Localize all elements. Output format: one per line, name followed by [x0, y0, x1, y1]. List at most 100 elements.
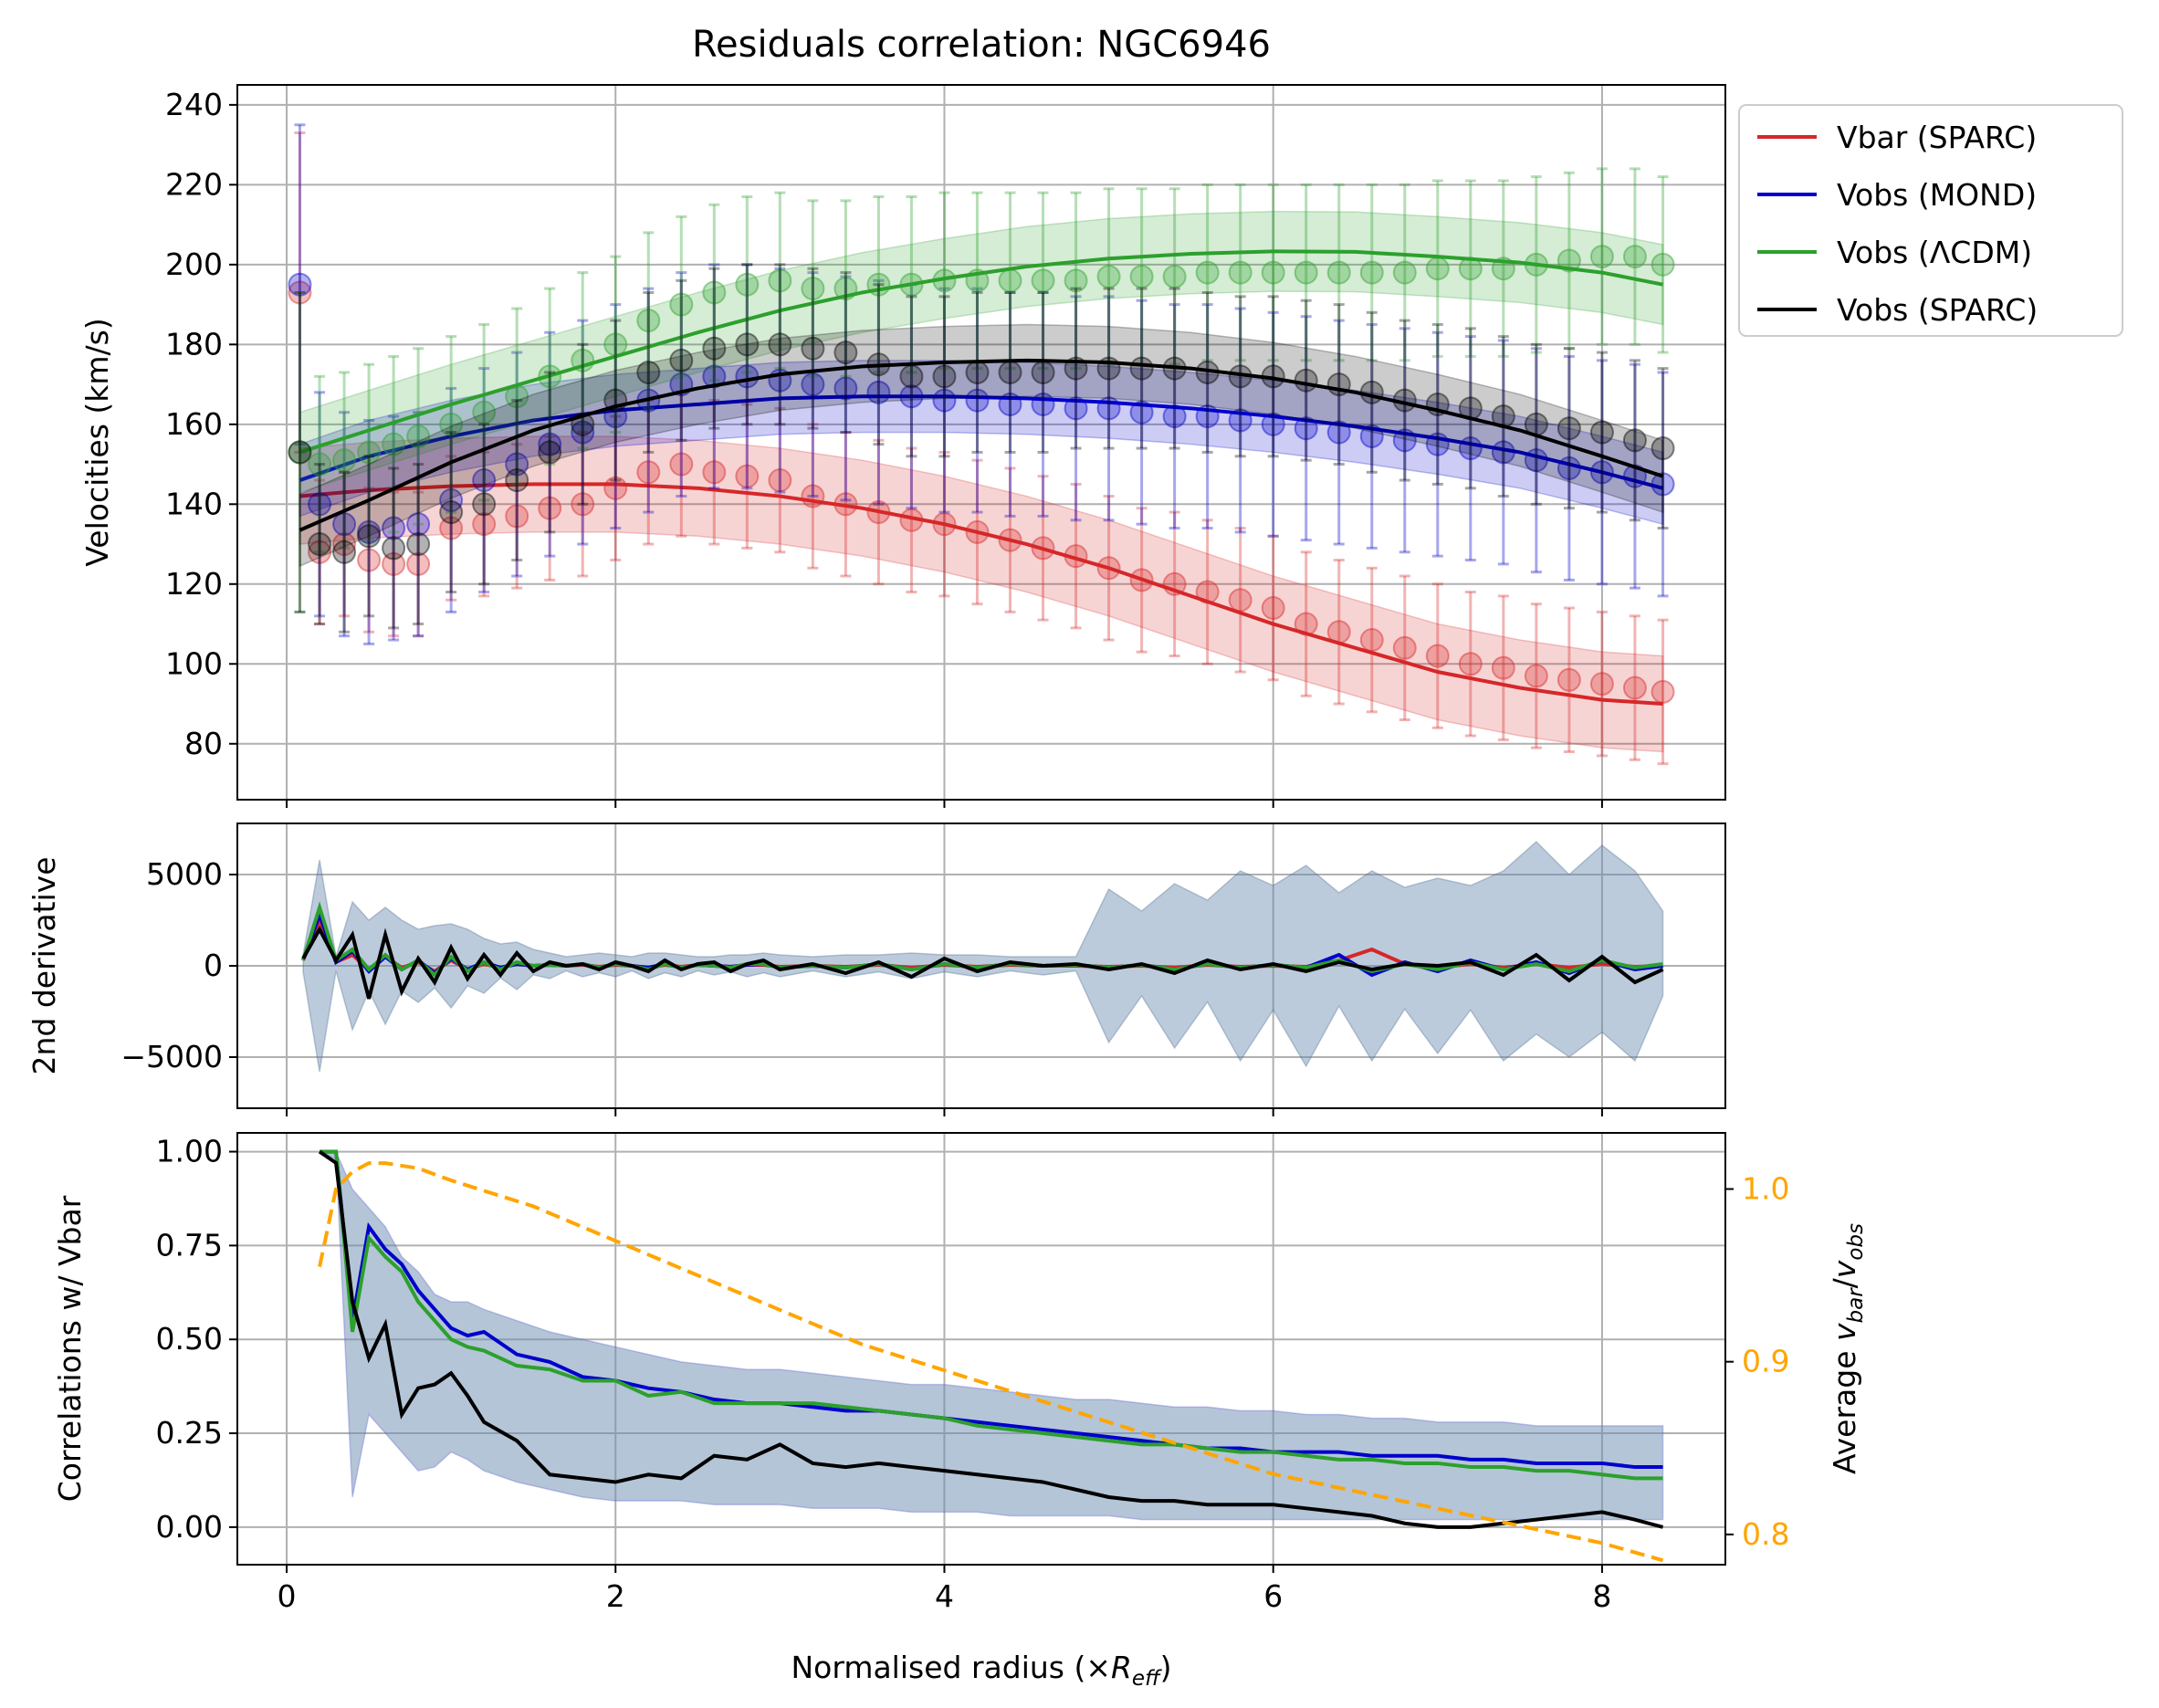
fit-line — [299, 249, 1663, 455]
data-point — [1359, 380, 1384, 404]
plot-area — [301, 840, 1664, 1073]
legend-entry: Vobs (MOND) — [1837, 177, 2037, 213]
series-lcdm — [288, 167, 1675, 613]
data-point — [1524, 664, 1548, 688]
data-point — [382, 536, 406, 561]
data-point — [669, 452, 694, 477]
data-point — [735, 332, 760, 357]
confidence-band — [299, 210, 1664, 494]
data-point — [1031, 360, 1055, 384]
y2-axis-label: Average vbar/vobs — [1827, 1223, 1868, 1474]
data-point — [702, 336, 727, 361]
data-point — [1326, 260, 1351, 285]
correlation-line-sparc — [318, 1149, 1664, 1529]
data-point — [538, 432, 562, 456]
y-tick-label: 0.75 — [156, 1227, 223, 1263]
data-point — [571, 492, 595, 517]
data-point — [1589, 245, 1614, 269]
data-point — [1096, 264, 1121, 288]
data-point — [1294, 260, 1318, 285]
y-tick-label: 0 — [204, 948, 223, 983]
data-point — [1228, 260, 1252, 285]
data-point — [735, 272, 760, 297]
data-point — [1064, 268, 1088, 293]
data-point — [1556, 416, 1581, 441]
data-point — [801, 372, 825, 397]
x-tick-label: 8 — [1592, 1578, 1611, 1614]
data-point — [538, 440, 562, 465]
x-tick-label: 2 — [606, 1578, 625, 1614]
data-point — [1589, 672, 1614, 697]
data-point — [1556, 248, 1581, 273]
data-point — [702, 280, 727, 305]
panel-correlations: 0.00 0.25 0.50 0.75 1.00 0 2 4 6 8 Correlations w/… — [52, 1132, 1868, 1614]
data-point — [406, 512, 431, 537]
data-point — [1556, 667, 1581, 692]
data-point — [1458, 652, 1483, 676]
y-tick-label: 100 — [165, 645, 223, 681]
data-point — [332, 532, 357, 557]
data-point — [768, 332, 792, 357]
legend-entry: Vobs (ΛCDM) — [1837, 235, 2032, 270]
data-point — [332, 512, 357, 537]
plot-area — [288, 123, 1675, 766]
y-tick-label: −5000 — [121, 1039, 223, 1074]
data-point — [636, 360, 661, 384]
data-point — [1425, 644, 1450, 668]
data-point — [406, 551, 431, 576]
data-point — [439, 516, 464, 540]
data-point — [472, 468, 497, 493]
y2-tick-label: 0.9 — [1742, 1344, 1789, 1379]
legend-frame — [1738, 104, 2123, 337]
y-tick-label: 140 — [165, 486, 223, 521]
data-point — [1425, 257, 1450, 281]
data-point — [571, 420, 595, 445]
data-point — [669, 292, 694, 317]
data-point — [472, 400, 497, 424]
data-point — [1651, 679, 1675, 704]
data-point — [702, 460, 727, 485]
data-point — [1651, 252, 1675, 277]
data-point — [308, 540, 332, 564]
data-point — [439, 500, 464, 525]
y2-tick-label: 0.8 — [1742, 1516, 1789, 1552]
data-point — [636, 309, 661, 333]
derivative-line-sparc — [301, 925, 1664, 1000]
x-tick-label: 6 — [1263, 1578, 1283, 1614]
data-point — [998, 268, 1022, 293]
data-point — [406, 424, 431, 448]
data-point — [1129, 356, 1154, 381]
data-point — [1326, 420, 1351, 445]
legend-entry: Vobs (SPARC) — [1837, 292, 2038, 328]
data-point — [768, 468, 792, 493]
data-point — [538, 496, 562, 520]
data-point — [406, 532, 431, 557]
data-point — [382, 432, 406, 456]
y-tick-label: 220 — [165, 166, 223, 202]
data-point — [288, 440, 312, 465]
data-point — [505, 452, 529, 477]
data-point — [899, 364, 924, 389]
data-point — [308, 492, 332, 517]
series-sparc — [288, 263, 1675, 634]
data-point — [1622, 428, 1647, 453]
data-point — [357, 519, 382, 544]
data-point — [1392, 635, 1417, 660]
y-tick-label: 0.00 — [156, 1509, 223, 1545]
data-point — [1491, 655, 1515, 680]
y-axis-label: Velocities (km/s) — [79, 318, 115, 566]
derivative-band — [302, 840, 1664, 1073]
x-tick-label: 4 — [935, 1578, 954, 1614]
data-point — [1622, 245, 1647, 269]
panel-frame — [236, 823, 1726, 1109]
data-point — [1359, 260, 1384, 285]
y-tick-label: 120 — [165, 566, 223, 602]
chart-title: Residuals correlation: NGC6946 — [692, 24, 1271, 66]
correlation-line-lcdm — [320, 1149, 1663, 1481]
data-point — [308, 452, 332, 477]
fit-line — [299, 394, 1664, 490]
data-point — [332, 448, 357, 473]
data-point — [1064, 396, 1088, 421]
data-point — [768, 268, 792, 293]
